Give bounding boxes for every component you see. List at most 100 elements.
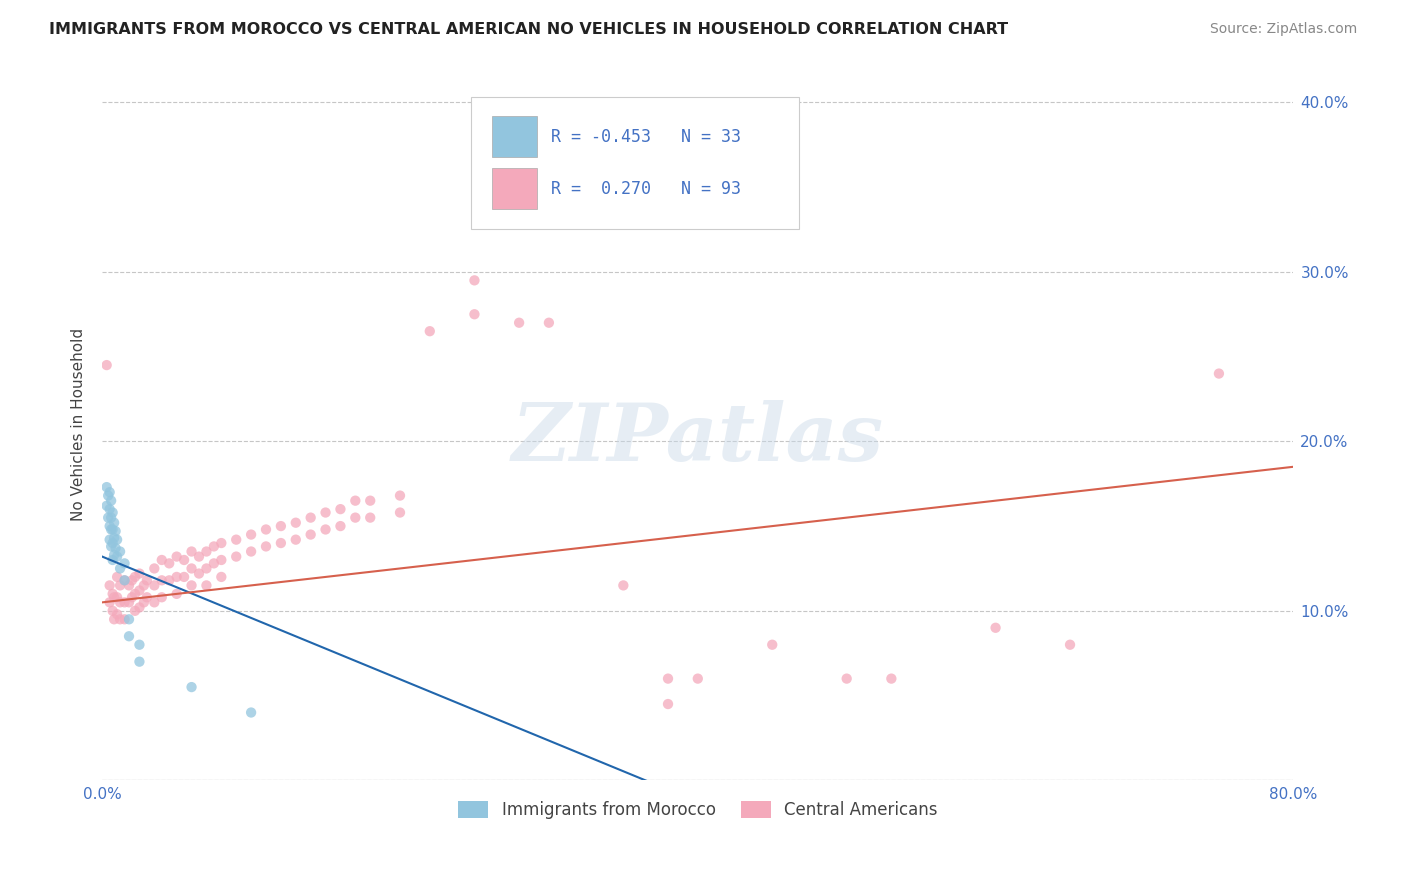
Point bbox=[157, 574, 180, 588]
Point bbox=[100, 510, 122, 524]
Point bbox=[463, 273, 485, 287]
Bar bbox=[492, 116, 537, 158]
Point bbox=[100, 540, 122, 554]
Point bbox=[388, 506, 411, 520]
Point bbox=[209, 553, 232, 567]
Point bbox=[103, 531, 125, 545]
Point bbox=[315, 506, 337, 520]
Point bbox=[180, 578, 202, 592]
Point bbox=[101, 506, 124, 520]
Point bbox=[101, 536, 124, 550]
Point bbox=[103, 612, 125, 626]
Point bbox=[97, 510, 120, 524]
Point bbox=[344, 493, 367, 508]
Point bbox=[128, 583, 150, 598]
Point bbox=[124, 587, 146, 601]
Point bbox=[108, 612, 131, 626]
Point bbox=[100, 523, 122, 537]
Legend: Immigrants from Morocco, Central Americans: Immigrants from Morocco, Central America… bbox=[451, 794, 943, 825]
Point bbox=[118, 595, 141, 609]
Point bbox=[135, 591, 157, 605]
Point bbox=[686, 672, 709, 686]
Point bbox=[329, 519, 352, 533]
Point bbox=[96, 358, 118, 372]
Text: ZIPatlas: ZIPatlas bbox=[512, 400, 884, 477]
Point bbox=[761, 638, 783, 652]
Bar bbox=[492, 169, 537, 210]
Point bbox=[114, 574, 136, 588]
Point bbox=[195, 544, 218, 558]
Point bbox=[612, 578, 634, 592]
Point bbox=[98, 578, 121, 592]
Point bbox=[96, 499, 118, 513]
Point bbox=[173, 553, 195, 567]
Point bbox=[98, 595, 121, 609]
Point bbox=[128, 655, 150, 669]
Point bbox=[240, 527, 263, 541]
Point bbox=[108, 578, 131, 592]
Point bbox=[108, 595, 131, 609]
Point bbox=[101, 587, 124, 601]
Point bbox=[118, 629, 141, 643]
Point bbox=[508, 316, 530, 330]
Point bbox=[128, 566, 150, 581]
Point bbox=[225, 549, 247, 564]
Point bbox=[209, 536, 232, 550]
Point bbox=[284, 533, 307, 547]
Point bbox=[188, 566, 211, 581]
Point bbox=[98, 502, 121, 516]
Point bbox=[114, 574, 136, 588]
Point bbox=[180, 544, 202, 558]
Point bbox=[118, 612, 141, 626]
Point bbox=[97, 489, 120, 503]
FancyBboxPatch shape bbox=[471, 97, 799, 228]
Y-axis label: No Vehicles in Household: No Vehicles in Household bbox=[72, 328, 86, 521]
Point bbox=[388, 489, 411, 503]
Text: R = -0.453   N = 33: R = -0.453 N = 33 bbox=[551, 128, 741, 146]
Point bbox=[240, 544, 263, 558]
Point bbox=[173, 570, 195, 584]
Point bbox=[128, 638, 150, 652]
Point bbox=[344, 510, 367, 524]
Point bbox=[254, 523, 277, 537]
Point bbox=[835, 672, 858, 686]
Point bbox=[114, 595, 136, 609]
Point bbox=[180, 680, 202, 694]
Point bbox=[254, 540, 277, 554]
Point bbox=[150, 574, 173, 588]
Point bbox=[124, 570, 146, 584]
Point bbox=[143, 578, 166, 592]
Text: R =  0.270   N = 93: R = 0.270 N = 93 bbox=[551, 180, 741, 198]
Point bbox=[315, 523, 337, 537]
Point bbox=[150, 553, 173, 567]
Point bbox=[98, 519, 121, 533]
Point bbox=[101, 523, 124, 537]
Point bbox=[104, 541, 127, 555]
Point bbox=[1059, 638, 1081, 652]
Point bbox=[132, 578, 155, 592]
Point bbox=[101, 604, 124, 618]
Point bbox=[359, 510, 381, 524]
Point bbox=[166, 549, 188, 564]
Point bbox=[299, 527, 322, 541]
Point bbox=[463, 307, 485, 321]
Point bbox=[96, 480, 118, 494]
Point bbox=[98, 533, 121, 547]
Point bbox=[657, 672, 679, 686]
Point bbox=[103, 591, 125, 605]
Point bbox=[98, 485, 121, 500]
Point bbox=[101, 553, 124, 567]
Point bbox=[1208, 367, 1230, 381]
Point bbox=[121, 574, 143, 588]
Point bbox=[128, 600, 150, 615]
Point bbox=[329, 502, 352, 516]
Point bbox=[880, 672, 903, 686]
Point bbox=[132, 595, 155, 609]
Point bbox=[537, 316, 560, 330]
Point bbox=[100, 493, 122, 508]
Point bbox=[124, 604, 146, 618]
Point bbox=[105, 549, 128, 564]
Point bbox=[105, 533, 128, 547]
Point bbox=[118, 578, 141, 592]
Point bbox=[103, 548, 125, 562]
